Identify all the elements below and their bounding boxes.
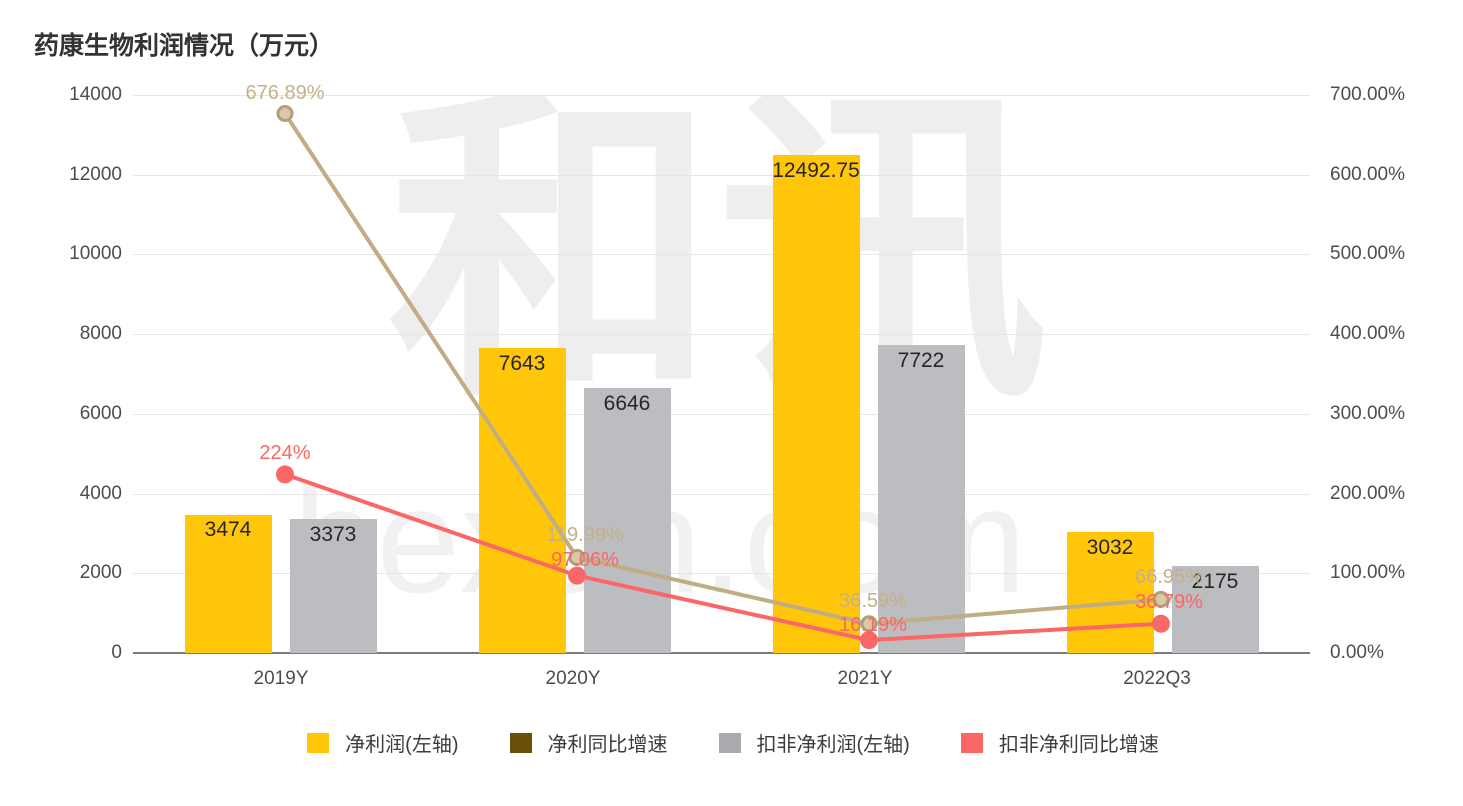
line-value-label: 119.99% [546,524,624,546]
legend-swatch-icon [506,729,535,756]
line-marker [1152,614,1170,633]
y-axis-tick-left: 6000 [79,402,122,424]
bar-value-label: 3373 [309,523,357,546]
line-net-profit-growth [283,111,1163,626]
bar-deducted-net-profit [878,345,965,653]
legend-label: 净利同比增速 [547,734,668,756]
legend-item-net-profit[interactable]: 净利润(左轴) [304,728,459,757]
x-axis-tick-2021y: 2021Y [837,668,893,689]
legend-label: 扣非净利同比增速 [998,734,1159,756]
line-value-label: 16.19% [839,614,907,636]
line-value-label: 66.95% [1135,566,1203,588]
x-axis-tick-2020y: 2020Y [545,668,601,689]
y-axis-tick-left: 10000 [69,243,122,265]
bar-value-label: 7722 [897,349,945,372]
line-value-label: 97.06% [551,549,619,571]
gridline [133,334,1310,336]
legend-item-deducted-profit-growth[interactable]: 扣非净利同比增速 [957,728,1159,757]
line-value-label: 36.79% [1135,591,1203,613]
y-axis-tick-left: 14000 [69,84,122,105]
bar-value-label: 2175 [1191,570,1239,593]
bar-value-label: 12492.75 [772,159,860,182]
x-axis-tick-2022q3: 2022Q3 [1123,668,1191,689]
bar-value-label: 7643 [498,352,546,375]
y-axis-tick-left: 8000 [79,323,122,345]
y-axis-tick-left: 4000 [79,482,122,504]
line-marker [568,566,586,585]
y-axis-tick-right: 500.00% [1330,243,1406,265]
gridline [133,573,1310,575]
y-axis-tick-left: 2000 [79,562,122,584]
y-axis-tick-right: 200.00% [1330,482,1406,504]
legend-label: 扣非净利润(左轴) [756,734,910,756]
line-value-label: 36.59% [839,590,907,612]
line-marker [276,105,294,122]
bar-value-label: 3032 [1086,536,1134,559]
gridline [133,254,1310,256]
y-axis-tick-left: 0 [111,642,122,663]
y-axis-tick-left: 12000 [69,163,122,185]
line-series-layer [276,105,1170,650]
bar-deducted-net-profit [290,518,377,653]
line-marker [860,615,878,633]
chart-title: 药康生物利润情况（万元） [34,32,335,60]
y-axis-tick-right: 400.00% [1330,323,1406,345]
bar-net-profit [479,348,566,653]
legend-item-net-profit-growth[interactable]: 净利同比增速 [506,728,668,757]
line-marker [276,465,294,484]
bar-deducted-net-profit [584,388,671,653]
gridline [133,95,1310,96]
bar-deducted-net-profit [1172,566,1259,653]
legend-swatch-icon [304,729,333,756]
y-axis-tick-right: 300.00% [1330,402,1406,424]
bar-value-label: 6646 [603,392,651,415]
bar-value-label: 3474 [204,518,252,541]
y-axis-tick-right: 0.00% [1330,642,1384,663]
line-marker [860,631,878,650]
y-axis-tick-right: 700.00% [1330,84,1406,105]
bar-net-profit [773,155,860,653]
gridline [133,413,1310,415]
legend-swatch-icon [957,729,986,756]
gridline [133,174,1310,176]
y-axis-tick-right: 100.00% [1330,562,1406,584]
plot-area: 和讯 hexun.com 3474 3373 7643 6646 12492.7 [133,82,1310,654]
bar-net-profit [185,514,272,653]
line-marker [1152,590,1170,608]
x-axis-line [133,652,1310,654]
x-axis-tick-2019y: 2019Y [253,668,309,689]
bar-net-profit [1067,532,1154,653]
legend: 净利润(左轴) 净利同比增速 扣非净利润(左轴) 扣非净利同比增速 [0,728,1463,757]
y-axis-tick-right: 600.00% [1330,163,1406,185]
line-value-label: 224% [259,442,311,464]
legend-label: 净利润(左轴) [345,734,459,756]
legend-item-deducted-net-profit[interactable]: 扣非净利润(左轴) [715,728,910,757]
legend-swatch-icon [715,729,744,756]
gridline [133,493,1310,495]
line-deducted-profit-growth [283,472,1163,643]
line-value-label: 676.89% [245,82,325,104]
line-marker [568,548,586,566]
